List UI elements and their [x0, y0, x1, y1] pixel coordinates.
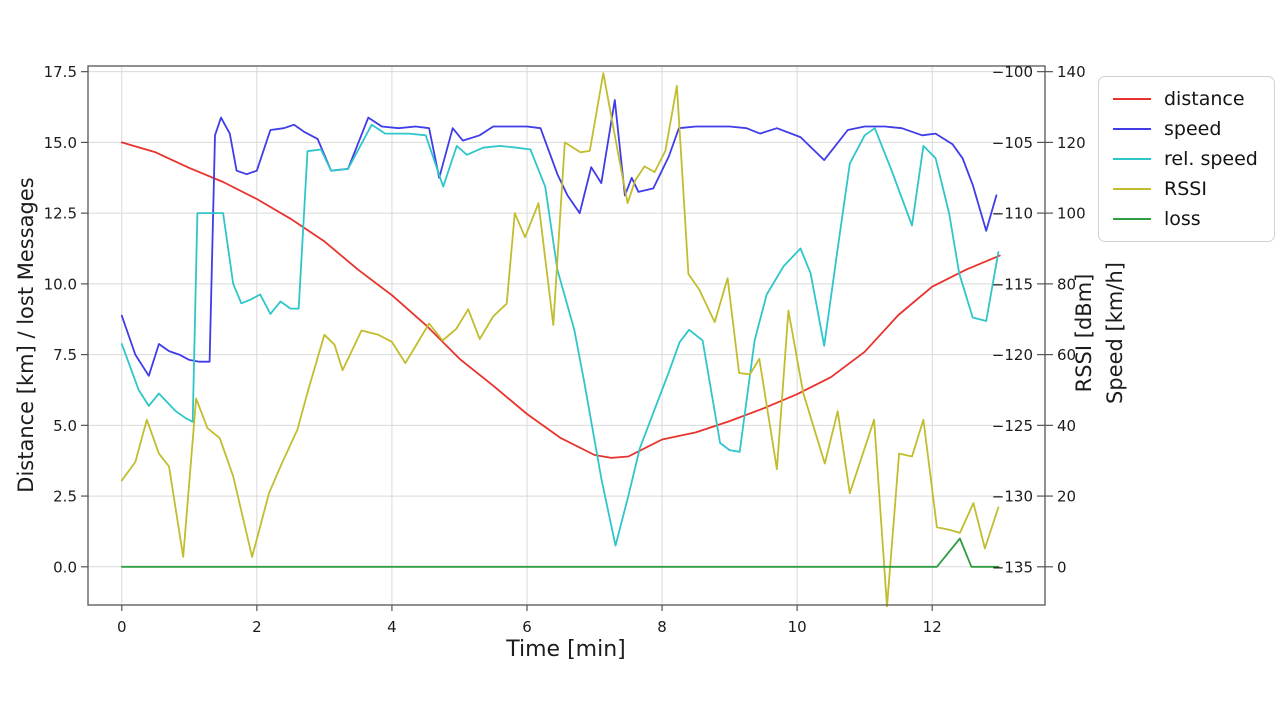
- series-line-speed: [120, 99, 998, 377]
- tick-label: −110: [992, 205, 1033, 223]
- legend-swatch: [1113, 128, 1151, 130]
- tick-label: −105: [992, 134, 1033, 152]
- tick-label: 2.5: [53, 488, 77, 506]
- tick-label: 6: [522, 618, 532, 636]
- tick-label: 0.0: [53, 558, 77, 576]
- series-line-loss: [120, 537, 1000, 568]
- tick-label: −120: [992, 346, 1033, 364]
- tick-label: 2: [252, 618, 262, 636]
- tick-label: 4: [387, 618, 397, 636]
- tick-label: 12.5: [44, 205, 77, 223]
- plot-area: [87, 65, 1046, 606]
- tick-label: −115: [992, 275, 1033, 293]
- tick-label: −125: [992, 417, 1033, 435]
- legend-swatch: [1113, 158, 1151, 160]
- tick-label: 60: [1057, 346, 1076, 364]
- tick-label: 0: [1057, 558, 1067, 576]
- x-axis-title: Time [min]: [505, 637, 626, 662]
- tick-label: 0: [117, 618, 127, 636]
- tick-label: 140: [1057, 63, 1086, 81]
- tick-label: −130: [992, 488, 1033, 506]
- series-line-distance: [120, 141, 1001, 459]
- legend-label: distance: [1164, 88, 1245, 110]
- y-axis-title-speed: Speed [km/h]: [1103, 262, 1127, 404]
- tick-label: −100: [992, 63, 1033, 81]
- grid-lines: [88, 66, 1000, 605]
- y-axis-title-rssi: RSSI [dBm]: [1072, 274, 1096, 393]
- legend-label: RSSI: [1164, 178, 1207, 200]
- series-line-rssi: [120, 72, 1000, 608]
- tick-labels: 0 2 4 6 8 10 12 0.0 2.5 5.0 7.5 10.0 12.5 15.0 17.5 −13…: [44, 63, 1086, 636]
- tick-label: −135: [992, 558, 1033, 576]
- legend-label: rel. speed: [1164, 148, 1258, 170]
- legend-label: loss: [1164, 208, 1201, 230]
- tick-label: 10.0: [44, 275, 77, 293]
- tick-label: 15.0: [44, 134, 77, 152]
- y-axis-title-left: Distance [km] / lost Messages: [14, 177, 38, 492]
- legend-item-distance: distance: [1113, 88, 1260, 110]
- legend-item-rssi: RSSI: [1113, 178, 1260, 200]
- legend-swatch: [1113, 98, 1151, 100]
- legend-item-loss: loss: [1113, 208, 1260, 230]
- legend-swatch: [1113, 188, 1151, 190]
- tick-label: 7.5: [53, 346, 77, 364]
- axes-spines: [87, 65, 1046, 606]
- tick-label: 120: [1057, 134, 1086, 152]
- tick-label: 20: [1057, 488, 1076, 506]
- tick-label: 40: [1057, 417, 1076, 435]
- tick-label: 17.5: [44, 63, 77, 81]
- tick-label: 8: [657, 618, 667, 636]
- series-line-rel-speed: [120, 123, 1000, 547]
- tick-label: 12: [923, 618, 942, 636]
- tick-label: 100: [1057, 205, 1086, 223]
- legend-item-speed: speed: [1113, 118, 1260, 140]
- legend-label: speed: [1164, 118, 1222, 140]
- tick-label: 80: [1057, 275, 1076, 293]
- legend: distance speed rel. speed RSSI loss: [1098, 76, 1275, 242]
- legend-item-rel-speed: rel. speed: [1113, 148, 1260, 170]
- tick-label: 10: [788, 618, 807, 636]
- tick-label: 5.0: [53, 417, 77, 435]
- legend-swatch: [1113, 218, 1151, 220]
- series-lines: [120, 72, 1001, 608]
